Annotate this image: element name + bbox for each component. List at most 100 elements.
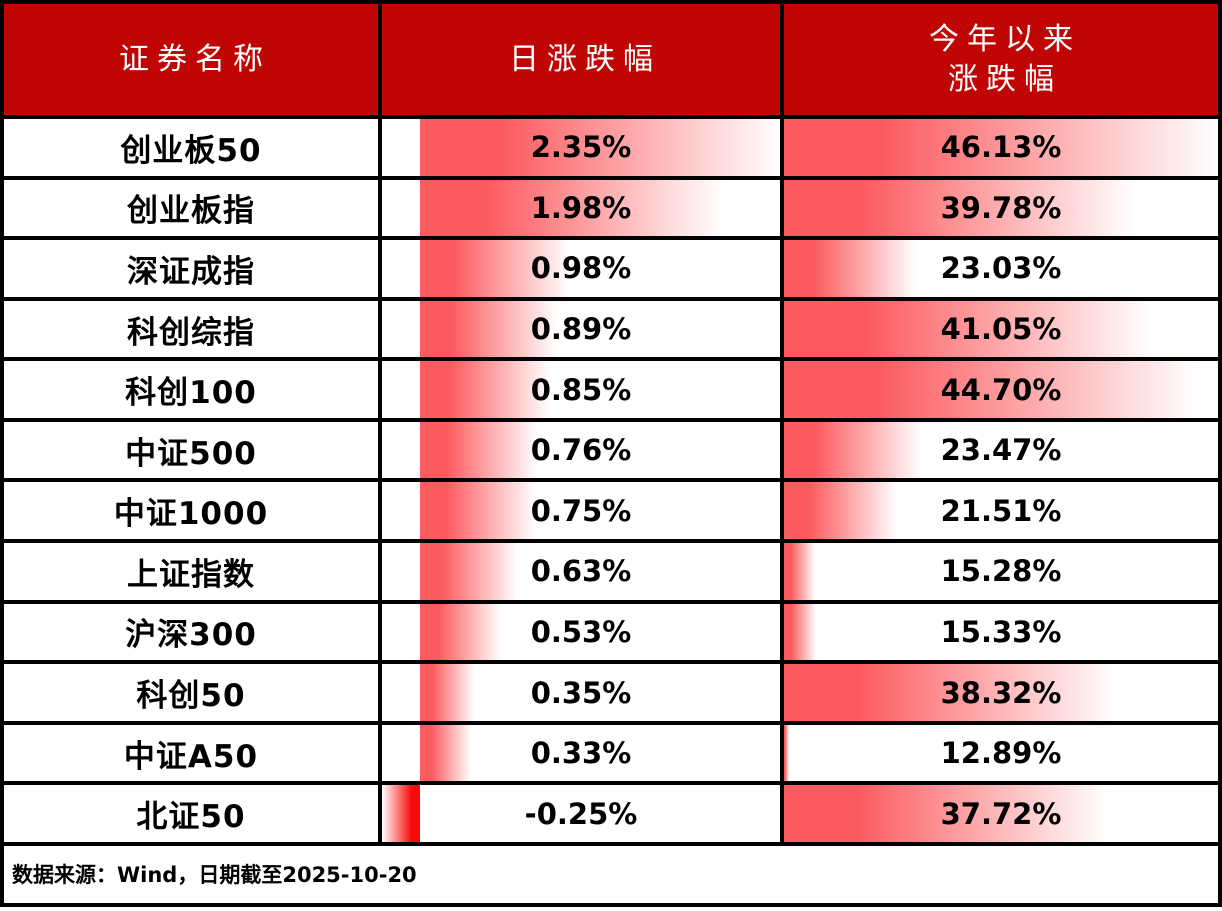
security-name-label: 深证成指: [127, 253, 255, 290]
ytd-change-label: 15.28%: [940, 554, 1062, 589]
security-name-label: 沪深300: [125, 617, 257, 654]
ytd-change-bar: [784, 361, 1200, 418]
ytd-change-cell: 21.51%: [784, 482, 1218, 540]
daily-change-label: 0.85%: [530, 372, 632, 407]
daily-change-cell: 1.98%: [382, 179, 780, 237]
daily-change-bar: [420, 482, 536, 540]
ytd-change-bar: [784, 119, 1218, 176]
ytd-change-bar: [784, 179, 1136, 237]
header-daily-change-label: 日涨跌幅: [509, 41, 661, 77]
security-name-label: 科创50: [136, 678, 246, 715]
daily-change-bar: [420, 240, 571, 297]
ytd-change-label: 15.33%: [940, 614, 1062, 649]
ytd-change-cell: 38.32%: [784, 664, 1218, 721]
header-ytd-change-line1: 今年以来: [929, 21, 1081, 57]
security-name-cell: 中证A50: [4, 724, 378, 782]
daily-change-label: 0.53%: [530, 614, 632, 649]
ytd-change-label: 44.70%: [940, 372, 1062, 407]
ytd-change-cell: 39.78%: [784, 179, 1218, 237]
ytd-change-cell: 15.33%: [784, 603, 1218, 661]
security-name-label: 创业板50: [120, 132, 262, 169]
security-name-label: 上证指数: [127, 556, 255, 593]
daily-change-label: 0.89%: [530, 312, 632, 347]
security-name-cell: 深证成指: [4, 240, 378, 297]
ytd-change-bar: [784, 421, 923, 479]
daily-change-cell: 0.33%: [382, 724, 780, 782]
header-security-name-label: 证券名称: [119, 41, 271, 77]
data-source-note: 数据来源：Wind，日期截至2025-10-20: [4, 845, 1218, 903]
daily-change-cell: 0.63%: [382, 543, 780, 600]
daily-change-bar: [420, 603, 502, 661]
security-name-label: 中证A50: [123, 738, 259, 775]
header-security-name: 证券名称: [4, 4, 378, 115]
daily-change-label: 0.35%: [530, 675, 632, 710]
daily-change-cell: 0.35%: [382, 664, 780, 721]
ytd-change-cell: 23.03%: [784, 240, 1218, 297]
security-name-cell: 中证1000: [4, 482, 378, 540]
daily-change-bar: [420, 543, 517, 600]
daily-change-label: -0.25%: [524, 796, 638, 831]
daily-change-label: 1.98%: [530, 190, 632, 225]
ytd-change-label: 39.78%: [940, 190, 1062, 225]
daily-change-bar: [382, 785, 421, 842]
ytd-change-label: 46.13%: [940, 130, 1062, 165]
security-name-label: 科创综指: [127, 314, 255, 351]
ytd-change-cell: 46.13%: [784, 119, 1218, 176]
daily-change-label: 0.76%: [530, 433, 632, 468]
security-name-label: 科创100: [125, 375, 257, 412]
daily-change-cell: -0.25%: [382, 785, 780, 842]
ytd-change-label: 41.05%: [940, 312, 1062, 347]
security-name-cell: 创业板50: [4, 119, 378, 176]
daily-change-label: 0.75%: [530, 493, 632, 528]
daily-change-label: 0.63%: [530, 554, 632, 589]
data-source-note-text: 数据来源：Wind，日期截至2025-10-20: [12, 863, 417, 888]
ytd-change-bar: [784, 603, 816, 661]
security-name-cell: 科创100: [4, 361, 378, 418]
security-name-cell: 上证指数: [4, 543, 378, 600]
ytd-change-label: 12.89%: [940, 736, 1062, 771]
header-ytd-change: 今年以来 涨跌幅: [784, 4, 1218, 115]
ytd-change-cell: 41.05%: [784, 300, 1218, 358]
security-name-cell: 科创50: [4, 664, 378, 721]
security-name-label: 中证500: [125, 435, 257, 472]
ytd-change-bar: [784, 300, 1152, 358]
daily-change-cell: 0.85%: [382, 361, 780, 418]
ytd-change-bar: [784, 482, 897, 540]
ytd-change-cell: 12.89%: [784, 724, 1218, 782]
ytd-change-bar: [784, 785, 1109, 842]
daily-change-bar: [420, 179, 724, 237]
security-name-label: 创业板指: [127, 193, 255, 230]
ytd-change-label: 38.32%: [940, 675, 1062, 710]
ytd-change-cell: 37.72%: [784, 785, 1218, 842]
ytd-change-label: 37.72%: [940, 796, 1062, 831]
ytd-change-bar: [784, 724, 789, 782]
ytd-change-label: 23.03%: [940, 251, 1062, 286]
security-name-label: 北证50: [136, 799, 246, 836]
ytd-change-cell: 23.47%: [784, 421, 1218, 479]
ytd-change-cell: 44.70%: [784, 361, 1218, 418]
daily-change-bar: [420, 421, 537, 479]
ytd-change-bar: [784, 664, 1117, 721]
ytd-change-cell: 15.28%: [784, 543, 1218, 600]
ytd-change-bar: [784, 543, 816, 600]
security-name-cell: 沪深300: [4, 603, 378, 661]
security-name-cell: 北证50: [4, 785, 378, 842]
ytd-change-label: 23.47%: [940, 433, 1062, 468]
daily-change-label: 2.35%: [530, 130, 632, 165]
security-name-cell: 创业板指: [4, 179, 378, 237]
security-name-label: 中证1000: [113, 496, 269, 533]
daily-change-label: 0.98%: [530, 251, 632, 286]
security-name-cell: 科创综指: [4, 300, 378, 358]
daily-change-cell: 2.35%: [382, 119, 780, 176]
daily-change-bar: [420, 300, 557, 358]
daily-change-bar: [420, 724, 471, 782]
security-name-cell: 中证500: [4, 421, 378, 479]
daily-change-cell: 0.76%: [382, 421, 780, 479]
daily-change-bar: [420, 361, 551, 418]
header-ytd-change-line2: 涨跌幅: [948, 61, 1062, 97]
daily-change-cell: 0.75%: [382, 482, 780, 540]
daily-change-bar: [420, 664, 474, 721]
header-daily-change: 日涨跌幅: [382, 4, 780, 115]
daily-change-cell: 0.53%: [382, 603, 780, 661]
